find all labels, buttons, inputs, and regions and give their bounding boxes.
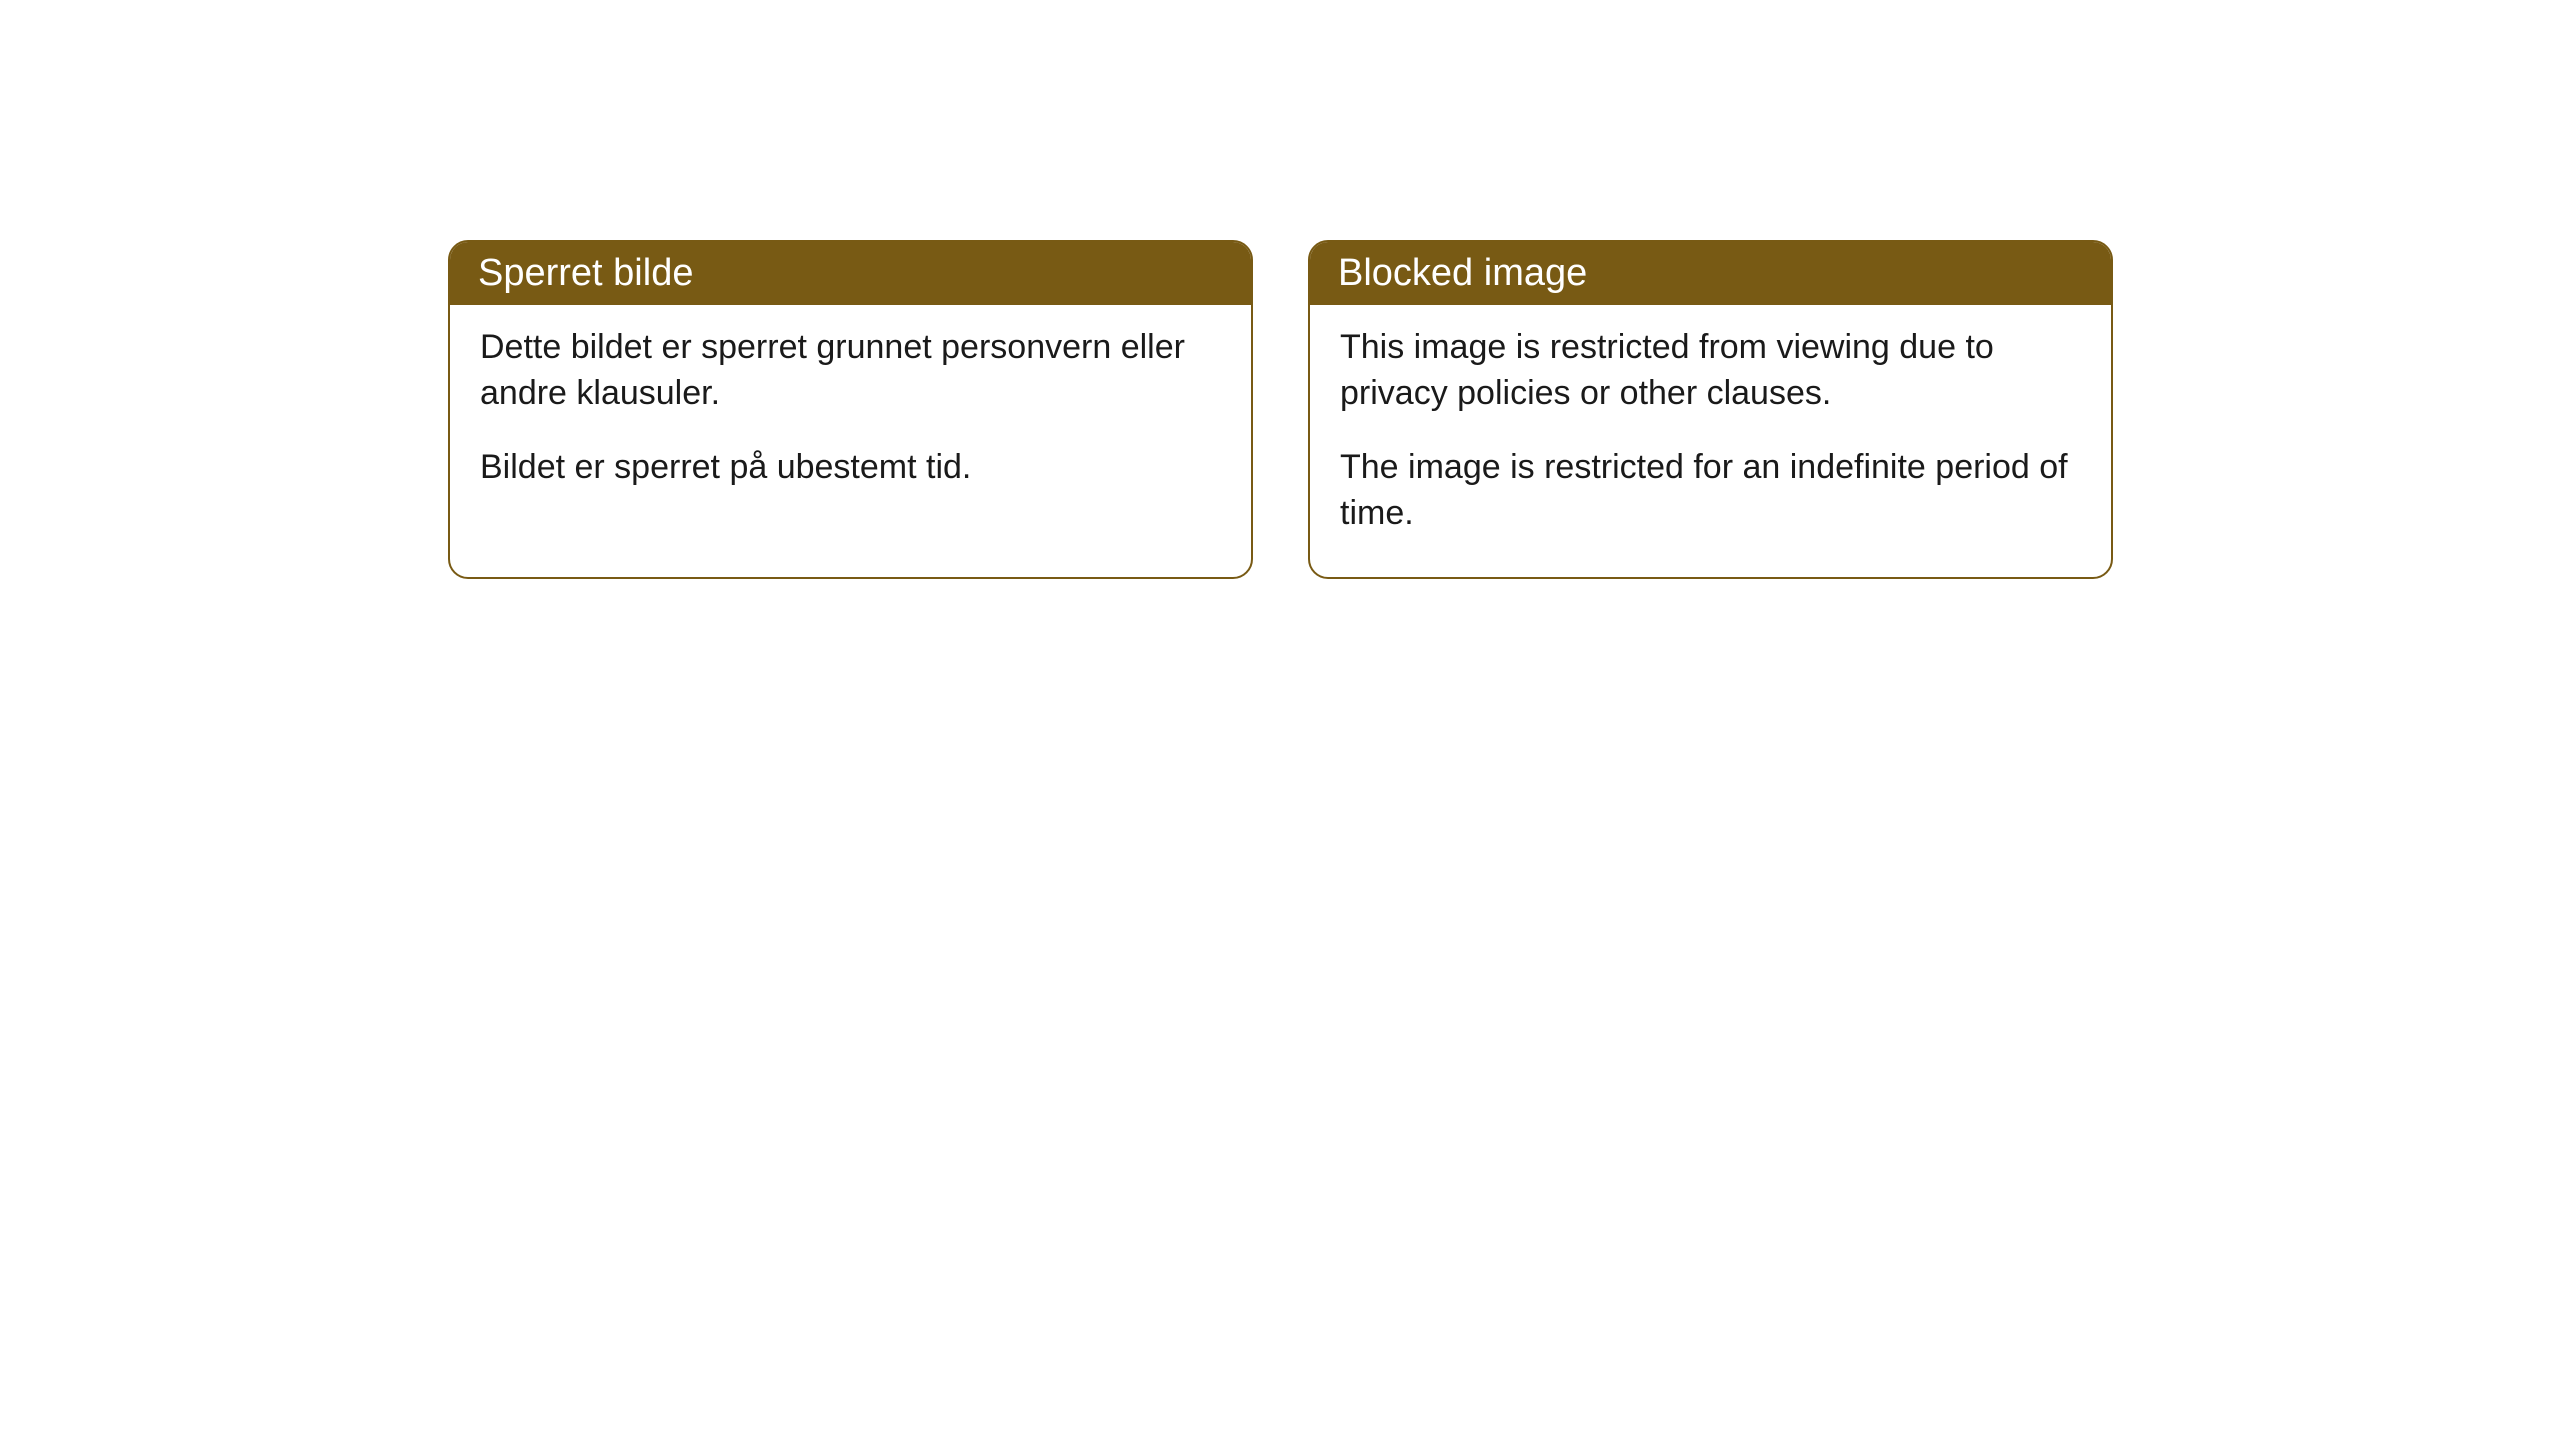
- card-paragraph: Dette bildet er sperret grunnet personve…: [480, 325, 1221, 417]
- blocked-image-card-norwegian: Sperret bilde Dette bildet er sperret gr…: [448, 240, 1253, 579]
- card-header: Blocked image: [1310, 242, 2111, 305]
- card-body: Dette bildet er sperret grunnet personve…: [450, 305, 1251, 531]
- card-title: Blocked image: [1338, 252, 1587, 294]
- blocked-image-card-english: Blocked image This image is restricted f…: [1308, 240, 2113, 579]
- card-body: This image is restricted from viewing du…: [1310, 305, 2111, 577]
- card-header: Sperret bilde: [450, 242, 1251, 305]
- card-paragraph: Bildet er sperret på ubestemt tid.: [480, 445, 1221, 491]
- card-paragraph: The image is restricted for an indefinit…: [1340, 445, 2081, 537]
- notice-cards-container: Sperret bilde Dette bildet er sperret gr…: [448, 240, 2113, 579]
- card-paragraph: This image is restricted from viewing du…: [1340, 325, 2081, 417]
- card-title: Sperret bilde: [478, 252, 693, 294]
